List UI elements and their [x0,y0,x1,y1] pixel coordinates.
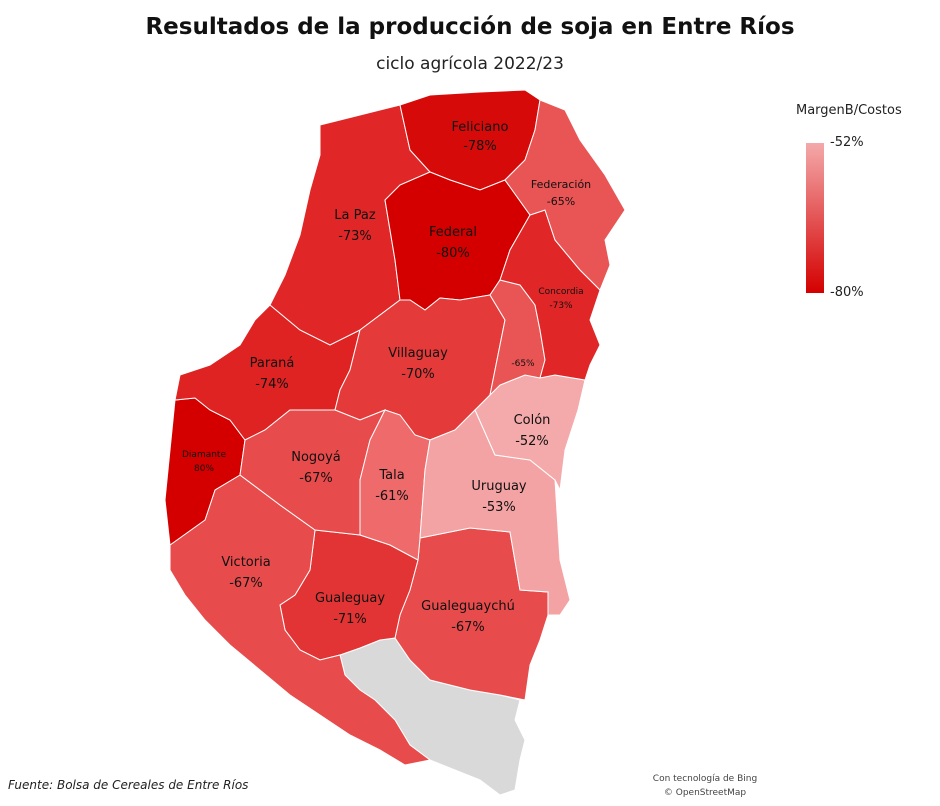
label-tala-name: Tala [378,468,404,483]
legend-max-label: -52% [830,135,864,150]
label-federal-name: Federal [429,225,477,240]
legend-color-ramp [806,143,824,293]
label-lapaz-name: La Paz [334,208,376,223]
label-villaguay-value: -70% [401,367,435,382]
label-parana-value: -74% [255,377,289,392]
label-villaguay-name: Villaguay [388,346,448,361]
label-lapaz-value: -73% [338,229,372,244]
label-nogoya-name: Nogoyá [291,450,341,465]
credit-osm: © OpenStreetMap [663,788,747,798]
label-gualeguay-name: Gualeguay [315,591,385,606]
label-gualeguaychu-value: -67% [451,620,485,635]
label-federacion-name: Federación [531,178,591,191]
label-diamante-value: 80% [194,464,214,474]
label-nogoya-value: -67% [299,471,333,486]
region-tala [359,409,431,561]
label-colon-value: -52% [515,434,549,449]
label-gualeguaychu-name: Gualeguaychú [421,599,515,614]
label-victoria-name: Victoria [221,555,270,570]
department-regions [164,89,626,796]
department-labels: Feliciano -78% Federación -65% La Paz -7… [182,120,591,635]
label-concordia-value: -73% [549,301,573,311]
legend-title: MargenB/Costos [796,103,902,118]
label-colon-name: Colón [514,413,551,428]
label-sansalvador-value: -65% [511,359,535,369]
region-federacion [504,99,626,291]
label-federal-value: -80% [436,246,470,261]
label-federacion-value: -65% [547,195,575,208]
label-victoria-value: -67% [229,576,263,591]
label-concordia-name: Concordia [538,287,583,297]
label-feliciano-value: -78% [463,139,497,154]
label-parana-name: Paraná [250,356,295,371]
label-uruguay-name: Uruguay [471,479,527,494]
label-tala-value: -61% [375,489,409,504]
legend-min-label: -80% [830,285,864,300]
credit-bing: Con tecnología de Bing [652,774,758,784]
map-subtitle: ciclo agrícola 2022/23 [376,54,564,74]
label-uruguay-value: -53% [482,500,516,515]
label-feliciano-name: Feliciano [452,120,509,135]
source-note: Fuente: Bolsa de Cereales de Entre Ríos [8,778,249,792]
map-title: Resultados de la producción de soja en E… [145,14,795,40]
map-credit: Con tecnología de Bing © OpenStreetMap [625,772,785,800]
label-gualeguay-value: -71% [333,612,367,627]
label-diamante-name: Diamante [182,450,226,460]
